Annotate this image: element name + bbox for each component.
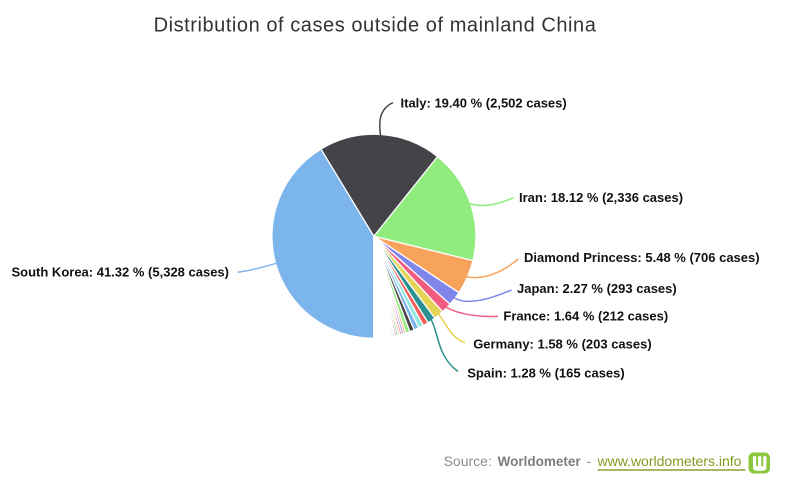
svg-text:Italy: 19.40 % (2,502 cases): Italy: 19.40 % (2,502 cases) (401, 96, 567, 111)
svg-text:-: - (587, 453, 592, 469)
svg-text:France: 1.64 % (212 cases): France: 1.64 % (212 cases) (503, 308, 668, 323)
svg-text:Source:: Source: (444, 453, 492, 469)
svg-text:South Korea: 41.32 % (5,328 ca: South Korea: 41.32 % (5,328 cases) (12, 265, 230, 280)
svg-text:www.worldometers.info: www.worldometers.info (597, 453, 742, 469)
svg-text:Worldometer: Worldometer (498, 454, 582, 469)
svg-text:Diamond Princess: 5.48 % (706: Diamond Princess: 5.48 % (706 cases) (524, 250, 760, 265)
svg-text:Germany: 1.58 % (203 cases): Germany: 1.58 % (203 cases) (473, 337, 652, 352)
svg-text:Spain: 1.28 % (165 cases): Spain: 1.28 % (165 cases) (467, 366, 625, 381)
svg-text:Distribution of cases outside: Distribution of cases outside of mainlan… (154, 15, 597, 37)
svg-text:Japan: 2.27 % (293 cases): Japan: 2.27 % (293 cases) (517, 281, 677, 296)
svg-text:Iran: 18.12 % (2,336 cases): Iran: 18.12 % (2,336 cases) (519, 190, 683, 205)
